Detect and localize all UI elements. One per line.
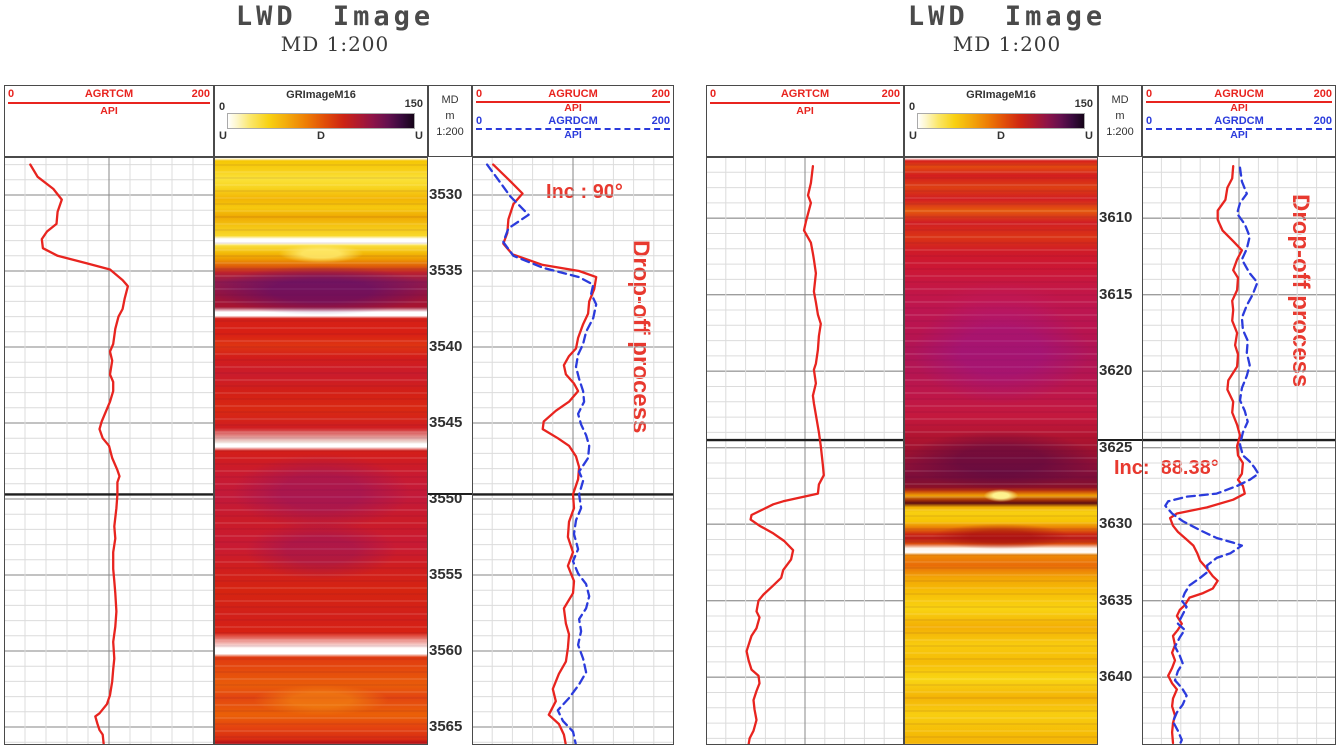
curve0-name: AGRUCM [1214,88,1264,100]
depth-label: 3620 [1099,362,1133,380]
depth-label: 3615 [1099,285,1133,303]
depth-label: 3555 [429,566,463,583]
depth-header-scale: 1:200 [1106,126,1134,138]
track3-curve1-row: 0 AGRDCM 200 API [473,115,673,142]
track1-curve-name: AGRTCM [780,88,830,100]
depth-header-md: MD [441,94,459,106]
track1-scale-line [8,102,210,104]
curve1-max-label: 200 [1313,115,1332,127]
image-header: GRImageM16 0 150 U D U [904,85,1098,157]
track3-plot [472,157,674,745]
curve0-unit-label: API [1230,102,1248,114]
agrucm-curve [1167,165,1246,745]
track1-unit-label: API [796,105,814,117]
depth-label: 3540 [429,338,463,355]
depth-label: 3530 [429,186,463,203]
track1-curve-name: AGRTCM [84,88,134,100]
panel-title: LWD Image [235,1,435,32]
track1-header: 0 AGRTCM 200 API [4,85,214,157]
depth-header: MD m 1:200 [428,85,472,157]
depth-label: 3610 [1099,209,1133,227]
track3-curve0-row: 0 AGRUCM 200 API [1143,88,1335,115]
agrdcm-curve [1164,166,1260,745]
drop-off-annotation: Drop-off process [1287,194,1314,388]
track1-min-label: 0 [8,88,15,100]
depth-label: 3640 [1099,668,1133,686]
image-orient-up-left: U [909,130,917,142]
depth-label: 3625 [1099,438,1133,456]
track3-curve1-row: 0 AGRDCM 200 API [1143,115,1335,142]
depth-label: 3565 [429,718,463,735]
depth-header-unit: m [1115,110,1125,122]
depth-label: 3560 [429,642,463,659]
track3-header: 0 AGRUCM 200 API 0 AGRDCM 200 API [472,85,674,157]
curve1-name: AGRDCM [548,115,598,127]
track3-header: 0 AGRUCM 200 API 0 AGRDCM 200 API [1142,85,1336,157]
curve1-scale-line [476,128,670,130]
curve1-unit-label: API [1230,129,1248,141]
track1-max-label: 200 [191,88,210,100]
depth-label: 3545 [429,414,463,431]
curve0-max-label: 200 [651,88,670,100]
curve1-unit-label: API [564,129,582,141]
bold-depth-line [1098,439,1142,442]
curve0-scale-line [476,101,670,103]
curve1-name: AGRDCM [1214,115,1264,127]
image-curve-name: GRImageM16 [966,89,1036,101]
image-min-label: 0 [219,101,226,113]
image-orient-down: D [317,130,325,142]
curve0-min-label: 0 [1146,88,1153,100]
curve0-min-label: 0 [476,88,483,100]
image-orient-up-right: U [415,130,423,142]
depth-header: MD m 1:200 [1098,85,1142,157]
gr-colorbar [917,113,1085,129]
curve1-min-label: 0 [1146,115,1153,127]
panel-subtitle: MD 1:200 [280,32,390,56]
track1-scale-line [710,102,900,104]
track1-plot [4,157,214,745]
gr-colorbar [227,113,415,129]
curve0-max-label: 200 [1313,88,1332,100]
depth-header-unit: m [445,110,455,122]
image-min-label: 0 [909,101,916,113]
curve1-scale-line [1146,128,1332,130]
panel-title: LWD Image [907,1,1107,32]
curve0-unit-label: API [564,102,582,114]
curve0-name: AGRUCM [548,88,598,100]
depth-header-md: MD [1111,94,1129,106]
agrdcm-curve [485,163,598,745]
image-orient-down: D [997,130,1005,142]
bold-depth-line [428,493,472,496]
agrtcm-curve [745,165,825,745]
agrucm-curve [492,163,598,745]
image-curve-name: GRImageM16 [286,89,356,101]
gr-image-track [904,157,1098,745]
image-header: GRImageM16 0 150 U D U [214,85,428,157]
depth-header-scale: 1:200 [436,126,464,138]
track3-plot [1142,157,1336,745]
curve1-min-label: 0 [476,115,483,127]
image-max-label: 150 [1074,98,1093,110]
curve0-scale-line [1146,101,1332,103]
track3-curve0-row: 0 AGRUCM 200 API [473,88,673,115]
track1-plot [706,157,904,745]
track1-max-label: 200 [881,88,900,100]
depth-label: 3535 [429,262,463,279]
panel-subtitle: MD 1:200 [952,32,1062,56]
curve1-max-label: 200 [651,115,670,127]
image-max-label: 150 [404,98,423,110]
depth-label: 3630 [1099,515,1133,533]
agrtcm-curve [29,163,130,745]
track1-min-label: 0 [710,88,717,100]
image-orient-up-left: U [219,130,227,142]
image-orient-up-right: U [1085,130,1093,142]
track1-unit-label: API [100,105,118,117]
depth-label: 3635 [1099,591,1133,609]
track1-header: 0 AGRTCM 200 API [706,85,904,157]
gr-image-track [214,157,428,745]
